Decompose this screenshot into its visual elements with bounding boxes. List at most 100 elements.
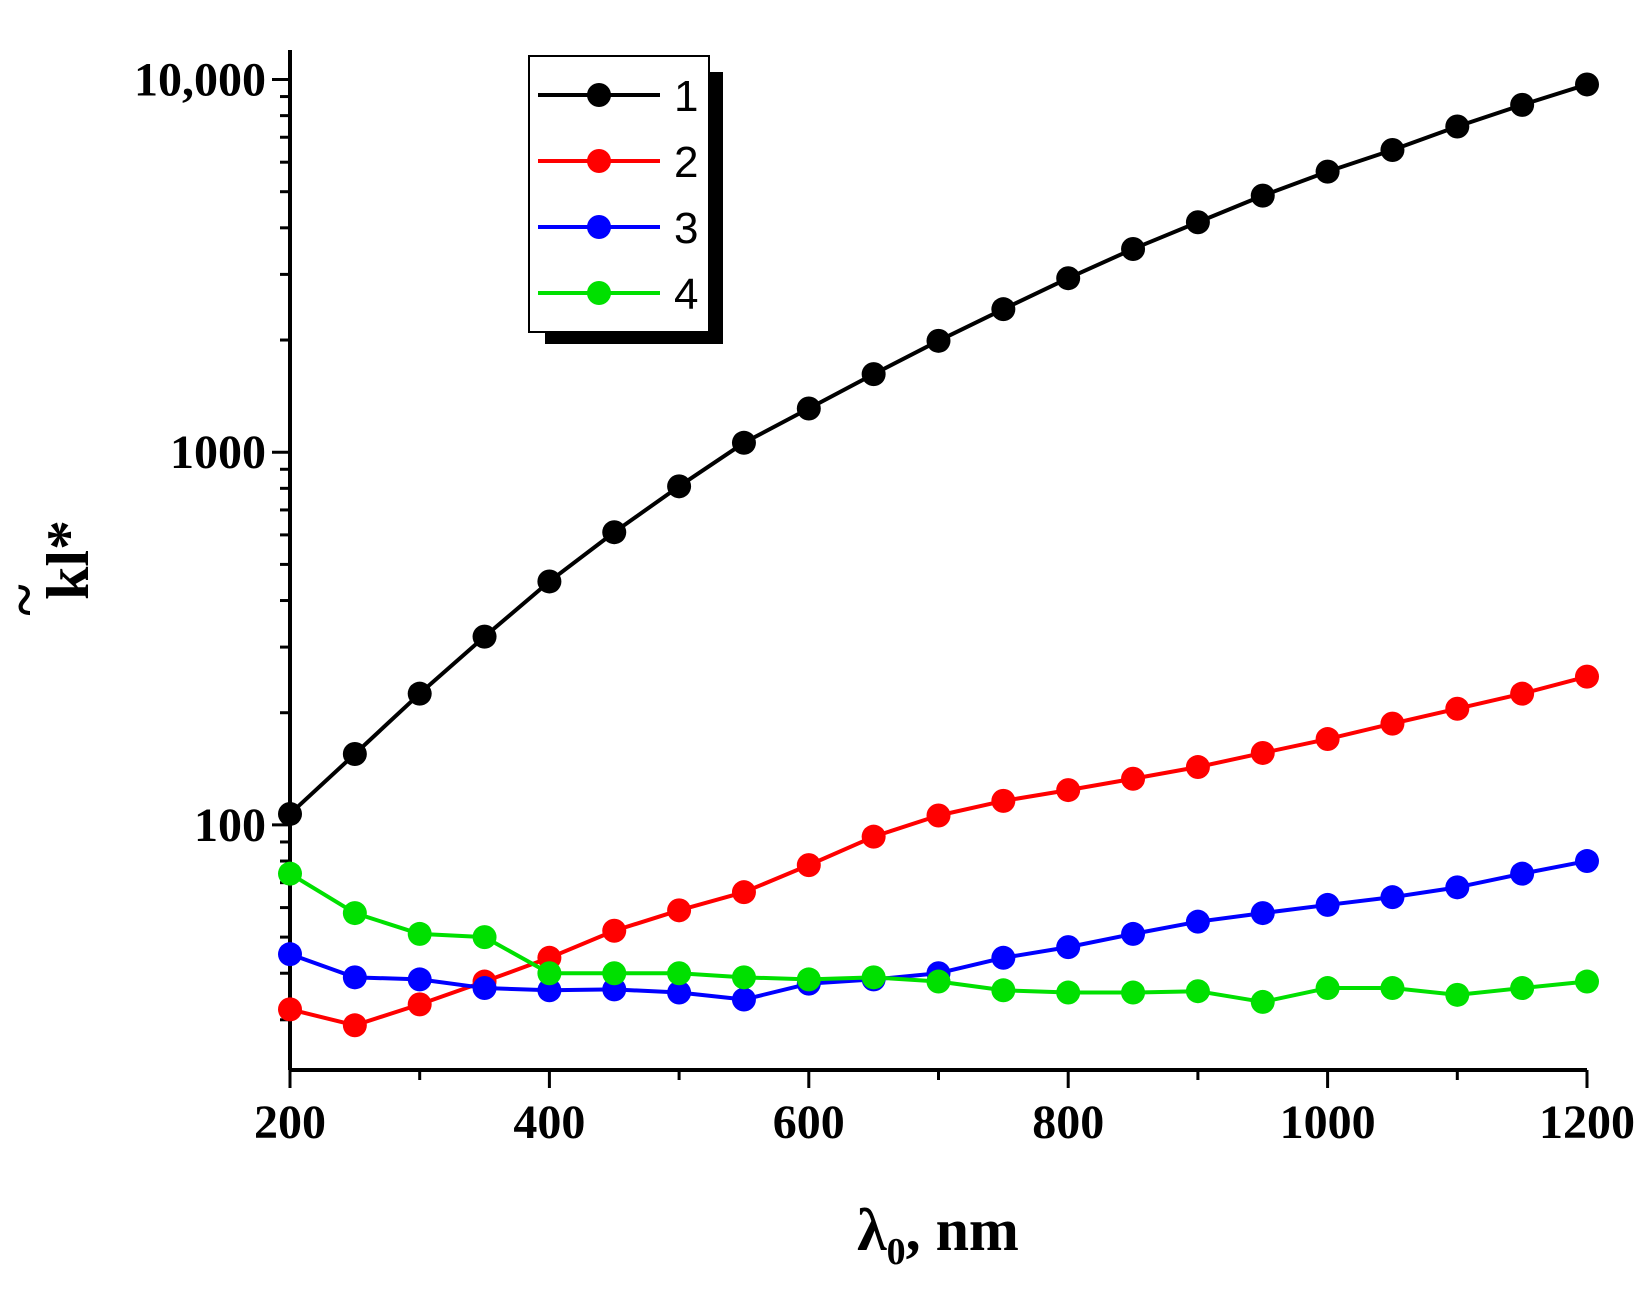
x-tick-label: 600 [773, 1096, 845, 1149]
x-tick-label: 800 [1032, 1096, 1104, 1149]
data-point [1510, 861, 1535, 886]
data-point [731, 965, 756, 990]
data-point [278, 997, 302, 1022]
data-point [1056, 980, 1081, 1005]
data-point [1056, 266, 1081, 291]
data-point [1575, 849, 1599, 874]
x-axis-title-sub: 0 [887, 1231, 906, 1273]
data-point [1510, 92, 1535, 117]
legend-item-3: 3 [538, 204, 698, 253]
data-point [407, 992, 432, 1017]
data-point [861, 824, 886, 849]
legend-label: 2 [674, 138, 698, 187]
data-point [537, 569, 562, 594]
legend-swatch-marker [587, 215, 611, 239]
data-point [991, 297, 1016, 322]
legend-box [528, 55, 710, 333]
legend-swatch-marker [587, 83, 611, 107]
data-point [667, 961, 692, 986]
data-point [861, 965, 886, 990]
data-point [1121, 236, 1146, 261]
data-point [407, 967, 432, 992]
data-point [1056, 778, 1081, 803]
data-point [1185, 210, 1210, 235]
data-point [991, 788, 1016, 813]
series-4 [278, 861, 1599, 1014]
legend-swatch-marker [587, 281, 611, 305]
data-point [796, 967, 821, 992]
data-point [537, 961, 562, 986]
x-axis-title: λ0, nm [857, 1197, 1019, 1273]
data-point [407, 681, 432, 706]
data-point [602, 961, 627, 986]
y-axis-title: kl* ~ [0, 520, 101, 616]
legend-label: 1 [674, 72, 698, 121]
data-point [1510, 976, 1535, 1001]
data-point [991, 945, 1016, 970]
x-tick-label: 1200 [1539, 1096, 1635, 1149]
data-point [342, 901, 367, 926]
y-axis-title-main: kl* [35, 520, 101, 600]
data-point [537, 978, 562, 1003]
data-point [1380, 137, 1405, 162]
data-point [1575, 72, 1599, 97]
data-point [1380, 976, 1405, 1001]
data-point [731, 987, 756, 1012]
data-point [1250, 901, 1275, 926]
data-point [1315, 159, 1340, 184]
data-point [342, 965, 367, 990]
y-tick-label: 10,000 [134, 54, 266, 107]
data-point [731, 430, 756, 455]
data-point [1121, 980, 1146, 1005]
data-point [407, 921, 432, 946]
data-point [472, 624, 497, 649]
data-point [1315, 727, 1340, 752]
data-point [667, 898, 692, 923]
data-point [278, 942, 302, 967]
x-axis-title-rest: , nm [906, 1197, 1019, 1263]
data-point [1575, 969, 1599, 994]
data-point [796, 396, 821, 421]
data-point [1445, 875, 1470, 900]
data-point [1315, 976, 1340, 1001]
data-point [1380, 711, 1405, 736]
axes [288, 50, 1587, 1072]
data-point [861, 362, 886, 387]
data-point [1185, 979, 1210, 1004]
x-tick-label: 400 [513, 1096, 585, 1149]
y-tick-label: 100 [194, 799, 266, 852]
data-point [602, 520, 627, 545]
data-point [472, 925, 497, 950]
data-point [1250, 989, 1275, 1014]
data-point [1185, 755, 1210, 780]
legend-item-4: 4 [538, 270, 698, 319]
data-point [342, 741, 367, 766]
data-point [667, 980, 692, 1005]
data-point [1121, 766, 1146, 791]
data-point [1575, 664, 1599, 689]
data-point [1445, 114, 1470, 139]
data-point [1121, 921, 1146, 946]
data-point [796, 853, 821, 878]
legend-item-2: 2 [538, 138, 698, 187]
legend-label: 3 [674, 204, 698, 253]
data-point [667, 474, 692, 499]
data-point [602, 918, 627, 943]
y-tick-label: 1000 [170, 426, 266, 479]
legend-item-1: 1 [538, 72, 698, 121]
data-point [1185, 909, 1210, 934]
data-point [342, 1013, 367, 1038]
legend-swatch-marker [587, 149, 611, 173]
data-point [991, 978, 1016, 1003]
data-point [926, 328, 951, 353]
y-axis-title-tilde: ~ [0, 584, 57, 615]
x-tick-label: 1000 [1280, 1096, 1376, 1149]
x-axis-title-main: λ [857, 1197, 887, 1263]
data-point [1250, 183, 1275, 208]
data-point [926, 803, 951, 828]
data-point [926, 969, 951, 994]
legend-items: 1 2 3 4 [538, 72, 698, 319]
data-point [472, 976, 497, 1001]
data-point [1056, 935, 1081, 960]
